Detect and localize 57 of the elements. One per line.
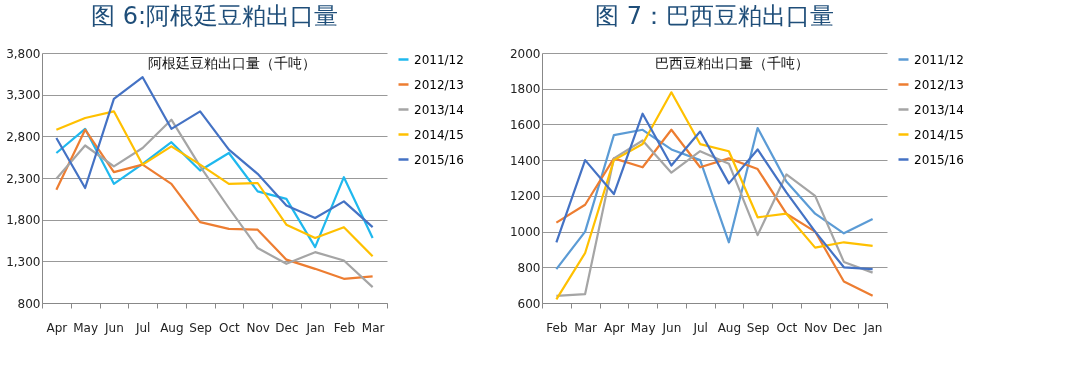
x-tick-label: Dec <box>832 320 856 335</box>
chart-title: 图 7：巴西豆粕出口量 <box>595 2 834 30</box>
x-tick-label: Dec <box>275 320 299 335</box>
line-series <box>55 76 374 229</box>
legend-label: 2013/14 <box>914 102 964 117</box>
x-tick-label: Jul <box>692 320 708 335</box>
line-series <box>55 110 374 258</box>
x-tick-label: Mar <box>574 320 598 335</box>
chart-subtitle: 阿根廷豆粕出口量（千吨） <box>147 55 316 71</box>
y-tick-label: 2000 <box>509 46 541 61</box>
x-tick-label: Jun <box>661 320 682 335</box>
x-tick-label: May <box>73 320 99 335</box>
y-tick-label: 600 <box>517 296 541 311</box>
legend-label: 2012/13 <box>414 77 464 92</box>
y-tick-label: 1800 <box>509 82 541 97</box>
x-tick-label: Jun <box>104 320 124 335</box>
x-tick-label: Apr <box>46 320 68 335</box>
chart-subtitle: 巴西豆粕出口量（千吨） <box>654 55 809 71</box>
y-tick-label: 2,800 <box>6 129 41 144</box>
y-tick-label: 1000 <box>509 225 541 240</box>
legend-label: 2012/13 <box>914 77 964 92</box>
legend-label: 2015/16 <box>914 152 964 167</box>
x-tick-label: Sep <box>189 320 212 335</box>
y-tick-label: 1,300 <box>6 254 41 269</box>
legend-label: 2014/15 <box>414 127 464 142</box>
y-tick-label: 3,800 <box>6 46 41 61</box>
x-tick-label: Jan <box>862 320 883 335</box>
x-tick-label: Oct <box>776 320 798 335</box>
x-tick-label: Feb <box>546 320 568 335</box>
x-tick-label: Nov <box>803 320 828 335</box>
x-tick-label: Apr <box>603 320 625 335</box>
x-tick-label: Aug <box>717 320 742 335</box>
y-tick-label: 1200 <box>509 189 541 204</box>
x-tick-label: Feb <box>333 320 355 335</box>
x-tick-label: Mar <box>361 320 385 335</box>
x-tick-label: Nov <box>246 320 270 335</box>
chart-title: 图 6:阿根廷豆粕出口量 <box>91 2 338 30</box>
legend-label: 2011/12 <box>914 52 964 67</box>
x-tick-label: Aug <box>160 320 184 335</box>
y-tick-label: 1600 <box>509 117 541 132</box>
y-tick-label: 1400 <box>509 153 541 168</box>
legend-label: 2011/12 <box>414 52 464 67</box>
line-series <box>555 91 874 301</box>
line-series <box>55 127 374 249</box>
y-tick-label: 3,300 <box>6 88 41 103</box>
x-tick-label: Jul <box>134 320 151 335</box>
y-tick-label: 800 <box>517 260 541 275</box>
legend-label: 2013/14 <box>414 102 464 117</box>
x-tick-label: Jan <box>305 320 325 335</box>
x-tick-label: Oct <box>219 320 241 335</box>
legend-label: 2014/15 <box>914 127 964 142</box>
y-tick-label: 800 <box>17 296 41 311</box>
x-tick-label: Sep <box>746 320 770 335</box>
x-tick-label: May <box>630 320 656 335</box>
legend-label: 2015/16 <box>414 152 464 167</box>
y-tick-label: 2,300 <box>6 171 41 186</box>
y-tick-label: 1,800 <box>6 213 41 228</box>
